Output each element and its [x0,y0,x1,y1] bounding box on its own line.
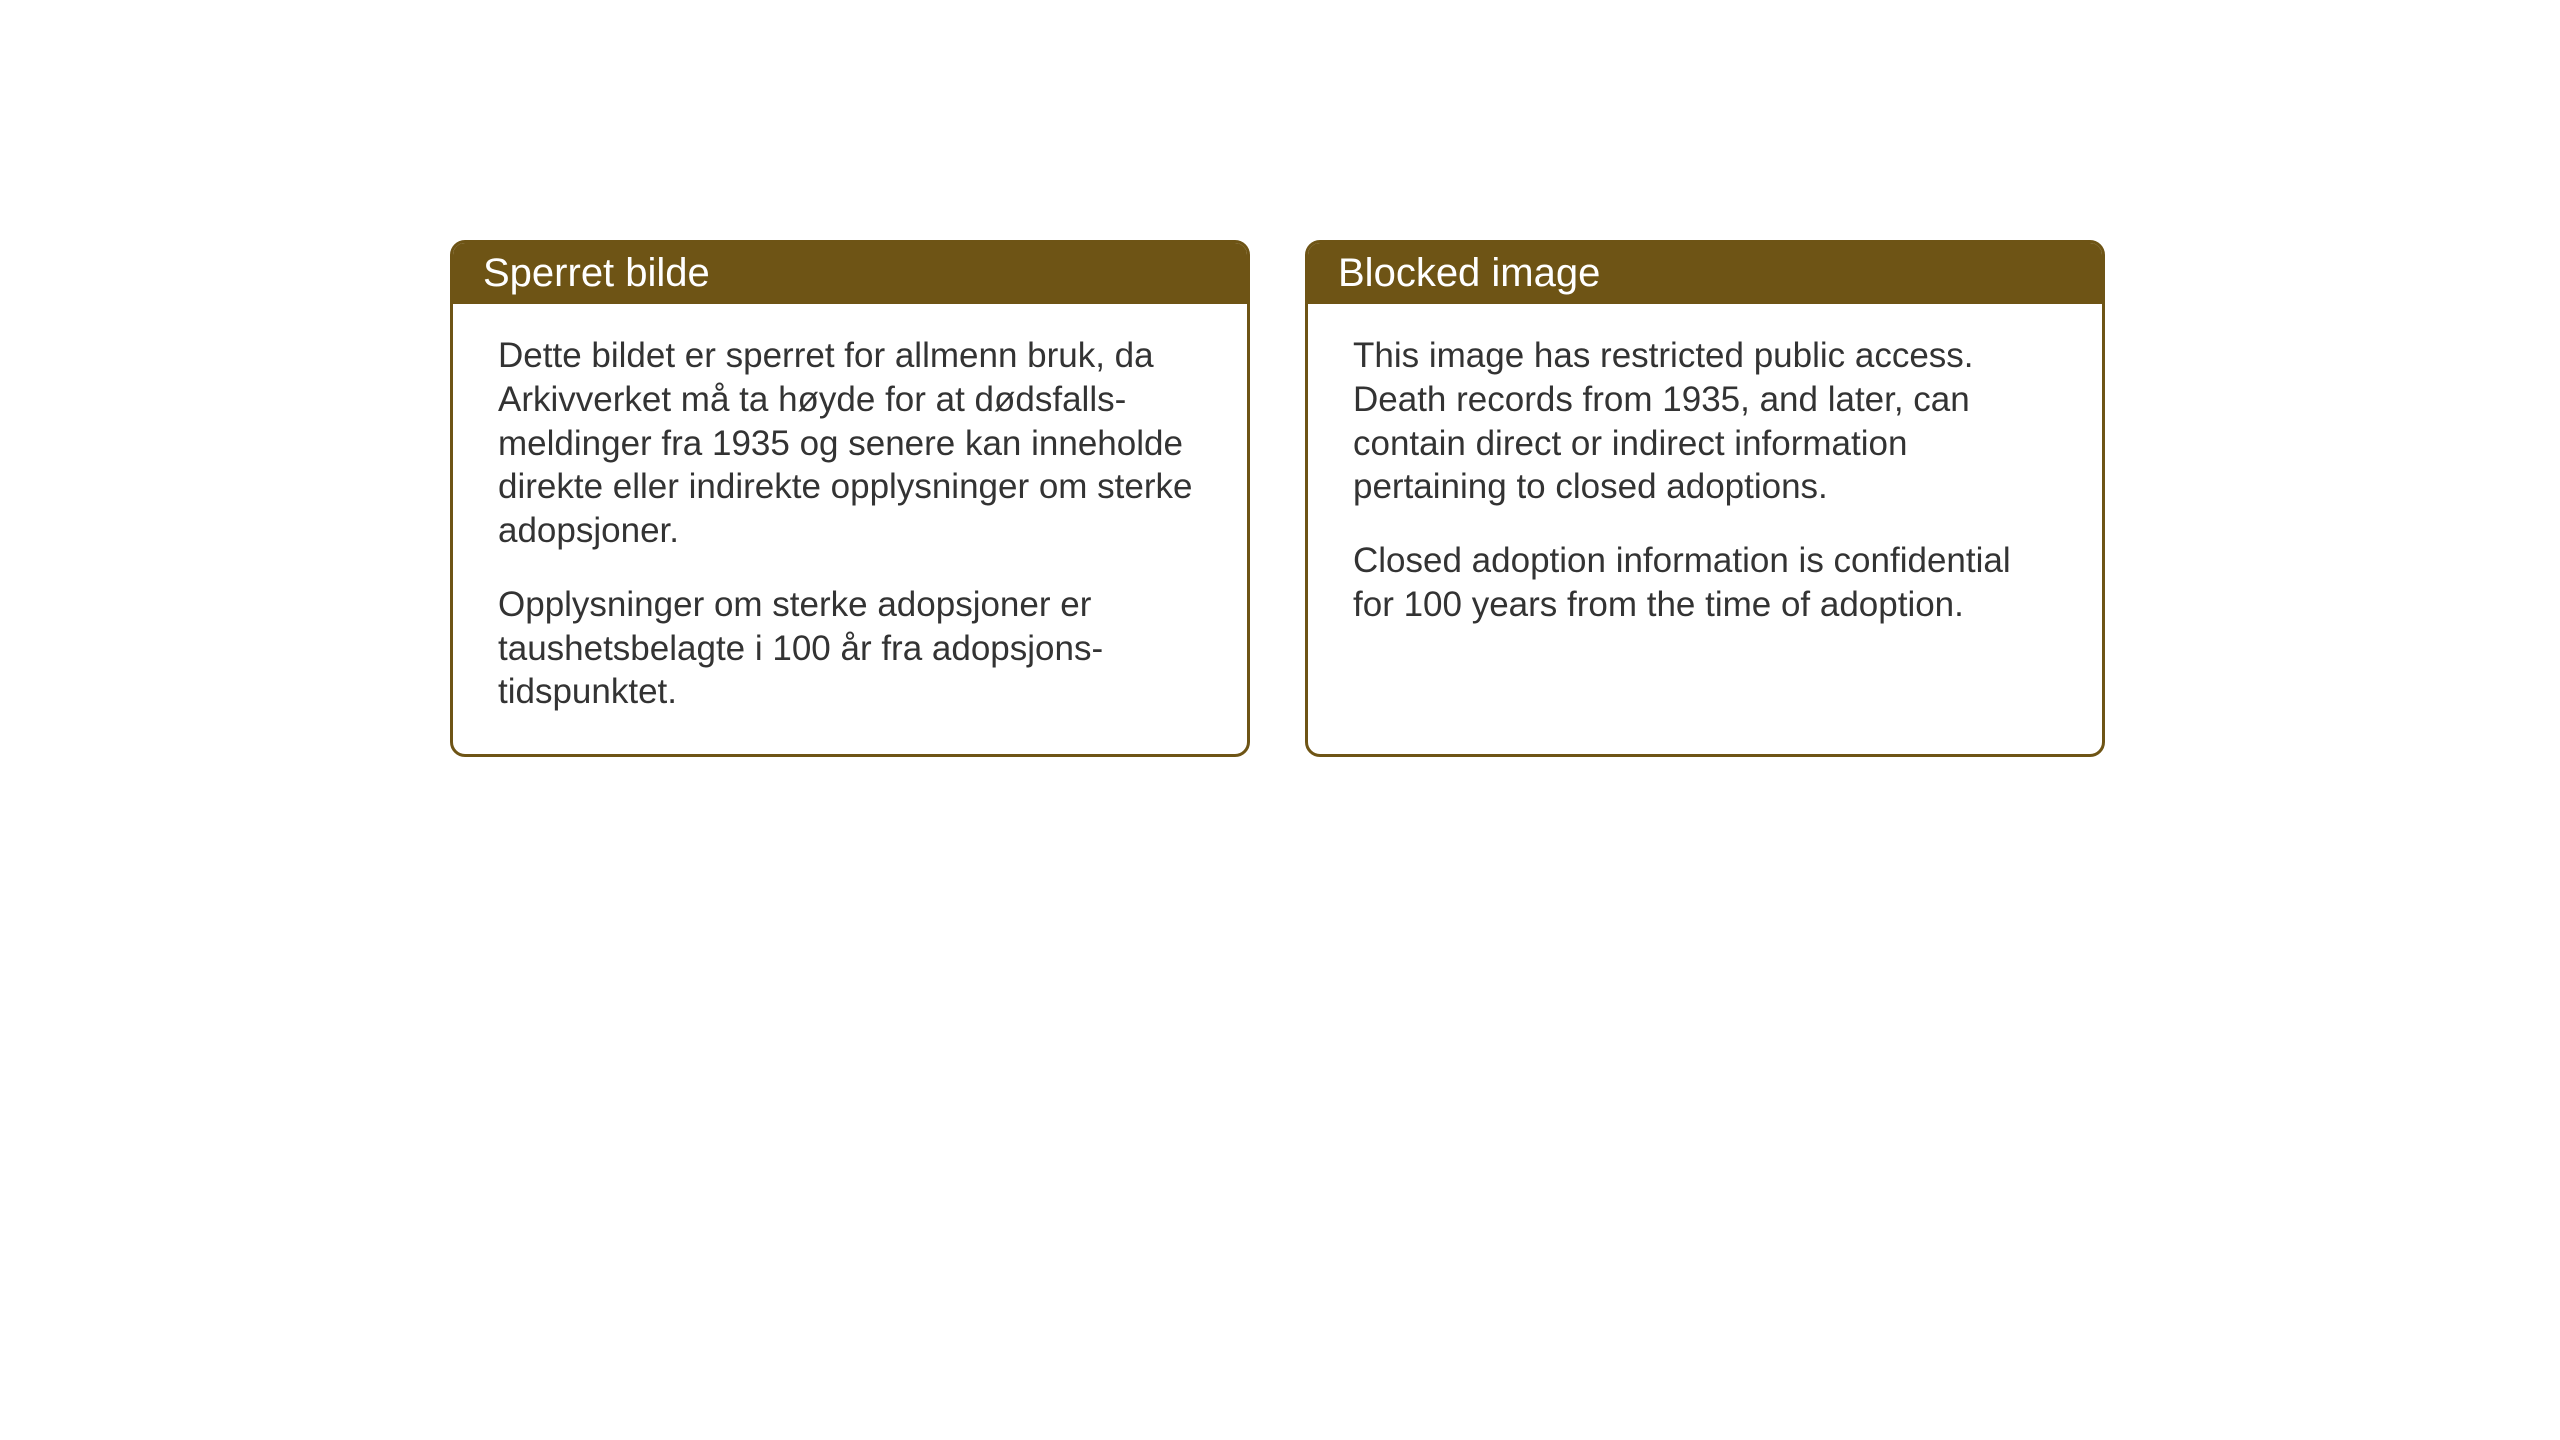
norwegian-paragraph-1: Dette bildet er sperret for allmenn bruk… [498,334,1202,553]
norwegian-notice-card: Sperret bilde Dette bildet er sperret fo… [450,240,1250,757]
english-paragraph-1: This image has restricted public access.… [1353,334,2057,509]
norwegian-card-title: Sperret bilde [453,243,1247,304]
english-card-body: This image has restricted public access.… [1308,304,2102,667]
norwegian-paragraph-2: Opplysninger om sterke adopsjoner er tau… [498,583,1202,714]
english-card-title: Blocked image [1308,243,2102,304]
english-paragraph-2: Closed adoption information is confident… [1353,539,2057,627]
english-notice-card: Blocked image This image has restricted … [1305,240,2105,757]
norwegian-card-body: Dette bildet er sperret for allmenn bruk… [453,304,1247,754]
notice-container: Sperret bilde Dette bildet er sperret fo… [450,240,2105,757]
